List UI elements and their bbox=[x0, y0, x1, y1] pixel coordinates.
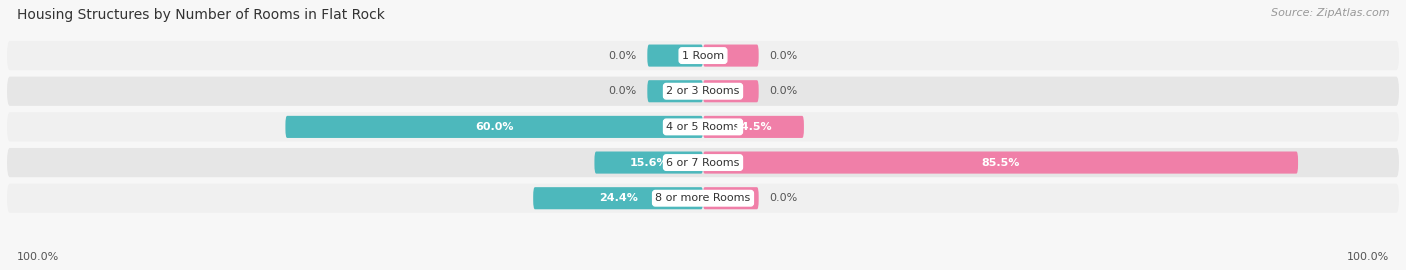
FancyBboxPatch shape bbox=[7, 77, 1399, 106]
Text: Source: ZipAtlas.com: Source: ZipAtlas.com bbox=[1271, 8, 1389, 18]
Text: 15.6%: 15.6% bbox=[630, 158, 668, 168]
FancyBboxPatch shape bbox=[285, 116, 703, 138]
Text: 24.4%: 24.4% bbox=[599, 193, 637, 203]
Text: 14.5%: 14.5% bbox=[734, 122, 773, 132]
Text: 60.0%: 60.0% bbox=[475, 122, 513, 132]
FancyBboxPatch shape bbox=[533, 187, 703, 209]
FancyBboxPatch shape bbox=[703, 116, 804, 138]
Text: 8 or more Rooms: 8 or more Rooms bbox=[655, 193, 751, 203]
Text: 4 or 5 Rooms: 4 or 5 Rooms bbox=[666, 122, 740, 132]
Text: 85.5%: 85.5% bbox=[981, 158, 1019, 168]
FancyBboxPatch shape bbox=[647, 80, 703, 102]
Text: 100.0%: 100.0% bbox=[17, 252, 59, 262]
FancyBboxPatch shape bbox=[595, 151, 703, 174]
Text: 0.0%: 0.0% bbox=[769, 86, 797, 96]
Text: 1 Room: 1 Room bbox=[682, 50, 724, 60]
Text: 0.0%: 0.0% bbox=[769, 193, 797, 203]
FancyBboxPatch shape bbox=[703, 151, 1298, 174]
Text: 0.0%: 0.0% bbox=[609, 50, 637, 60]
FancyBboxPatch shape bbox=[703, 80, 759, 102]
FancyBboxPatch shape bbox=[703, 187, 759, 209]
Text: 0.0%: 0.0% bbox=[609, 86, 637, 96]
Legend: Owner-occupied, Renter-occupied: Owner-occupied, Renter-occupied bbox=[583, 269, 823, 270]
FancyBboxPatch shape bbox=[647, 45, 703, 67]
FancyBboxPatch shape bbox=[7, 41, 1399, 70]
Text: Housing Structures by Number of Rooms in Flat Rock: Housing Structures by Number of Rooms in… bbox=[17, 8, 385, 22]
FancyBboxPatch shape bbox=[7, 184, 1399, 213]
FancyBboxPatch shape bbox=[7, 148, 1399, 177]
Text: 100.0%: 100.0% bbox=[1347, 252, 1389, 262]
FancyBboxPatch shape bbox=[703, 45, 759, 67]
Text: 2 or 3 Rooms: 2 or 3 Rooms bbox=[666, 86, 740, 96]
FancyBboxPatch shape bbox=[7, 112, 1399, 141]
Text: 6 or 7 Rooms: 6 or 7 Rooms bbox=[666, 158, 740, 168]
Text: 0.0%: 0.0% bbox=[769, 50, 797, 60]
